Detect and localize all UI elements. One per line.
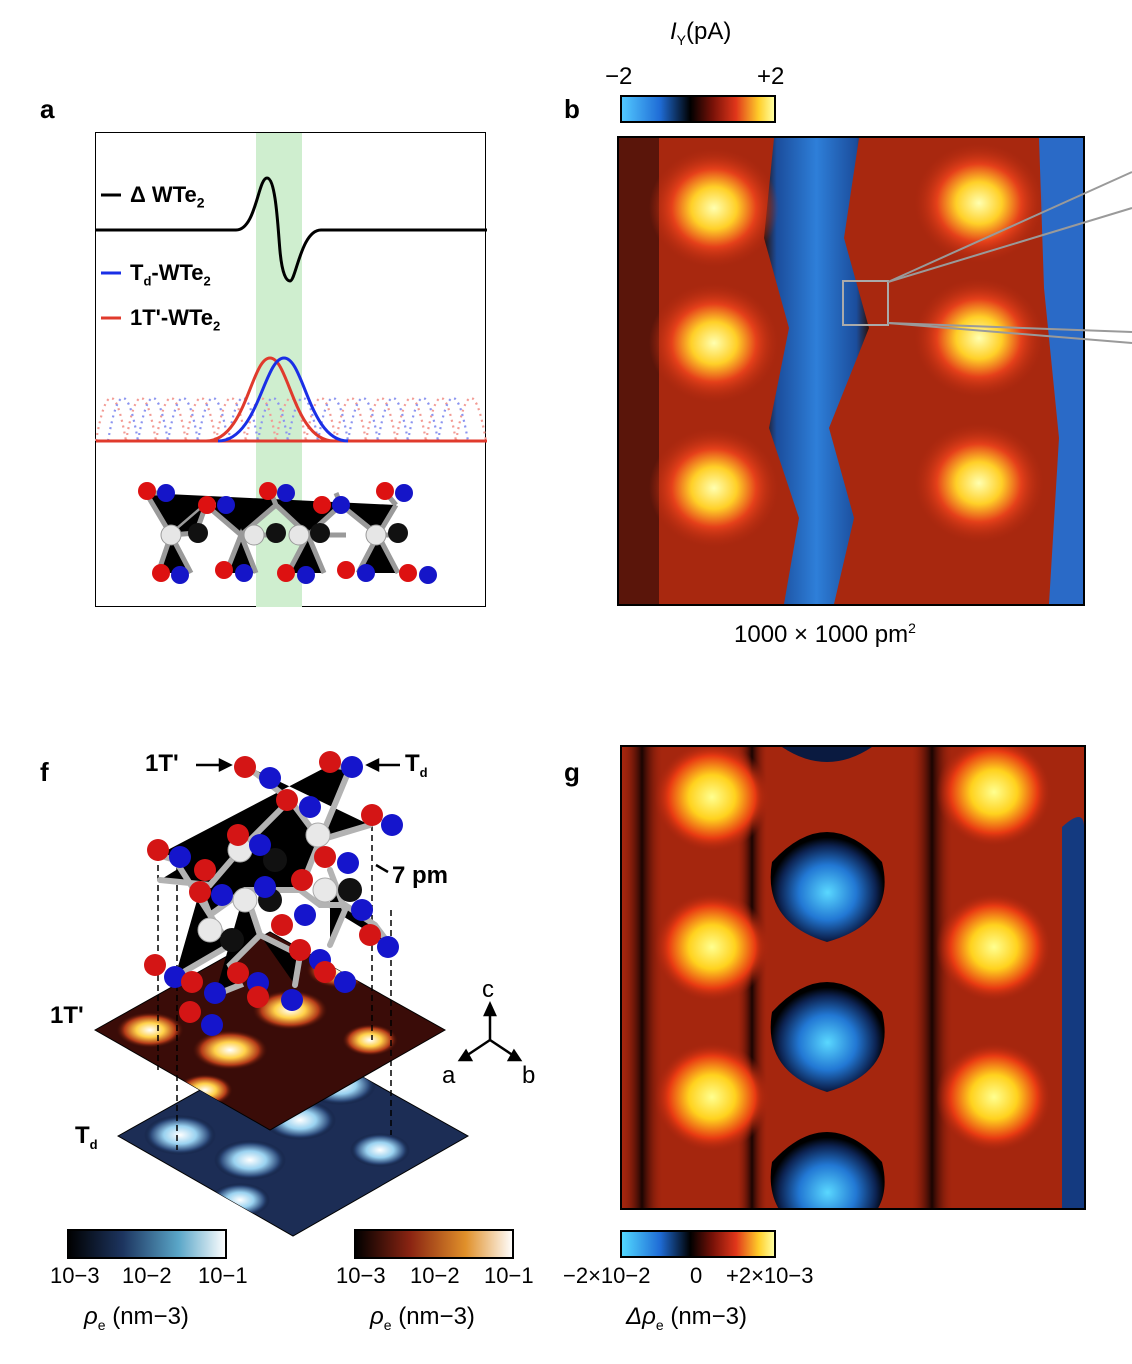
current-map-image [617,136,1085,606]
panel-label-b: b [564,94,580,124]
axis-a-label: a [442,1062,456,1089]
label-layer-1t: 1T' [50,1002,84,1029]
label-layer-td: Td [75,1122,98,1152]
panel-f: 1T' Td 7 pm 1T' Td c a b 10−3 10−2 10−1 … [0,740,560,1300]
panel-label-f: f [40,757,49,787]
cbar2-tick-0: 10−3 [336,1263,386,1288]
label-shift: 7 pm [392,862,449,889]
label-arrow-td: Td [405,750,428,780]
legend-td: Td-WTe2 [130,260,211,289]
colorbar-g-tick-0: −2×10−2 [563,1263,651,1288]
cbar1-tick-2: 10−1 [198,1263,248,1288]
axis-c-label: c [482,976,494,1003]
colorbar-g-tick-1: 0 [690,1263,703,1288]
axis-b-label: b [522,1062,536,1089]
cbar2-tick-1: 10−2 [410,1263,460,1288]
panel-b-caption: 1000 × 1000 pm2 [734,620,916,648]
panel-label-g: g [564,757,580,787]
colorbar-g [620,1230,776,1258]
cbar2-label: ρe (nm−3) [370,1303,475,1333]
legend-1t: 1T'-WTe2 [130,305,221,334]
density-difference-image [620,745,1086,1210]
panel-label-a: a [40,94,55,124]
colorbar-b-max: +2 [757,63,785,90]
legend-delta: Δ WTe2 [130,182,205,211]
cbar2-tick-2: 10−1 [484,1263,534,1288]
colorbar-b-min: −2 [605,63,633,90]
cbar1-label: ρe (nm−3) [84,1303,189,1333]
colorbar-g-tick-2: +2×10−3 [726,1263,814,1288]
cbar1-tick-0: 10−3 [50,1263,100,1288]
colorbar-g-label: Δρe (nm−3) [626,1303,748,1333]
colorbar-b-title: IY(pA) [670,18,732,48]
panel-a-curves [94,176,488,584]
label-arrow-1t: 1T' [145,750,179,777]
cbar1-tick-1: 10−2 [122,1263,172,1288]
colorbar-b [620,95,776,123]
zoom-lines [887,171,1132,344]
panel-a-frame: Δ WTe2 Td-WTe2 1T'-WTe2 [94,132,488,607]
